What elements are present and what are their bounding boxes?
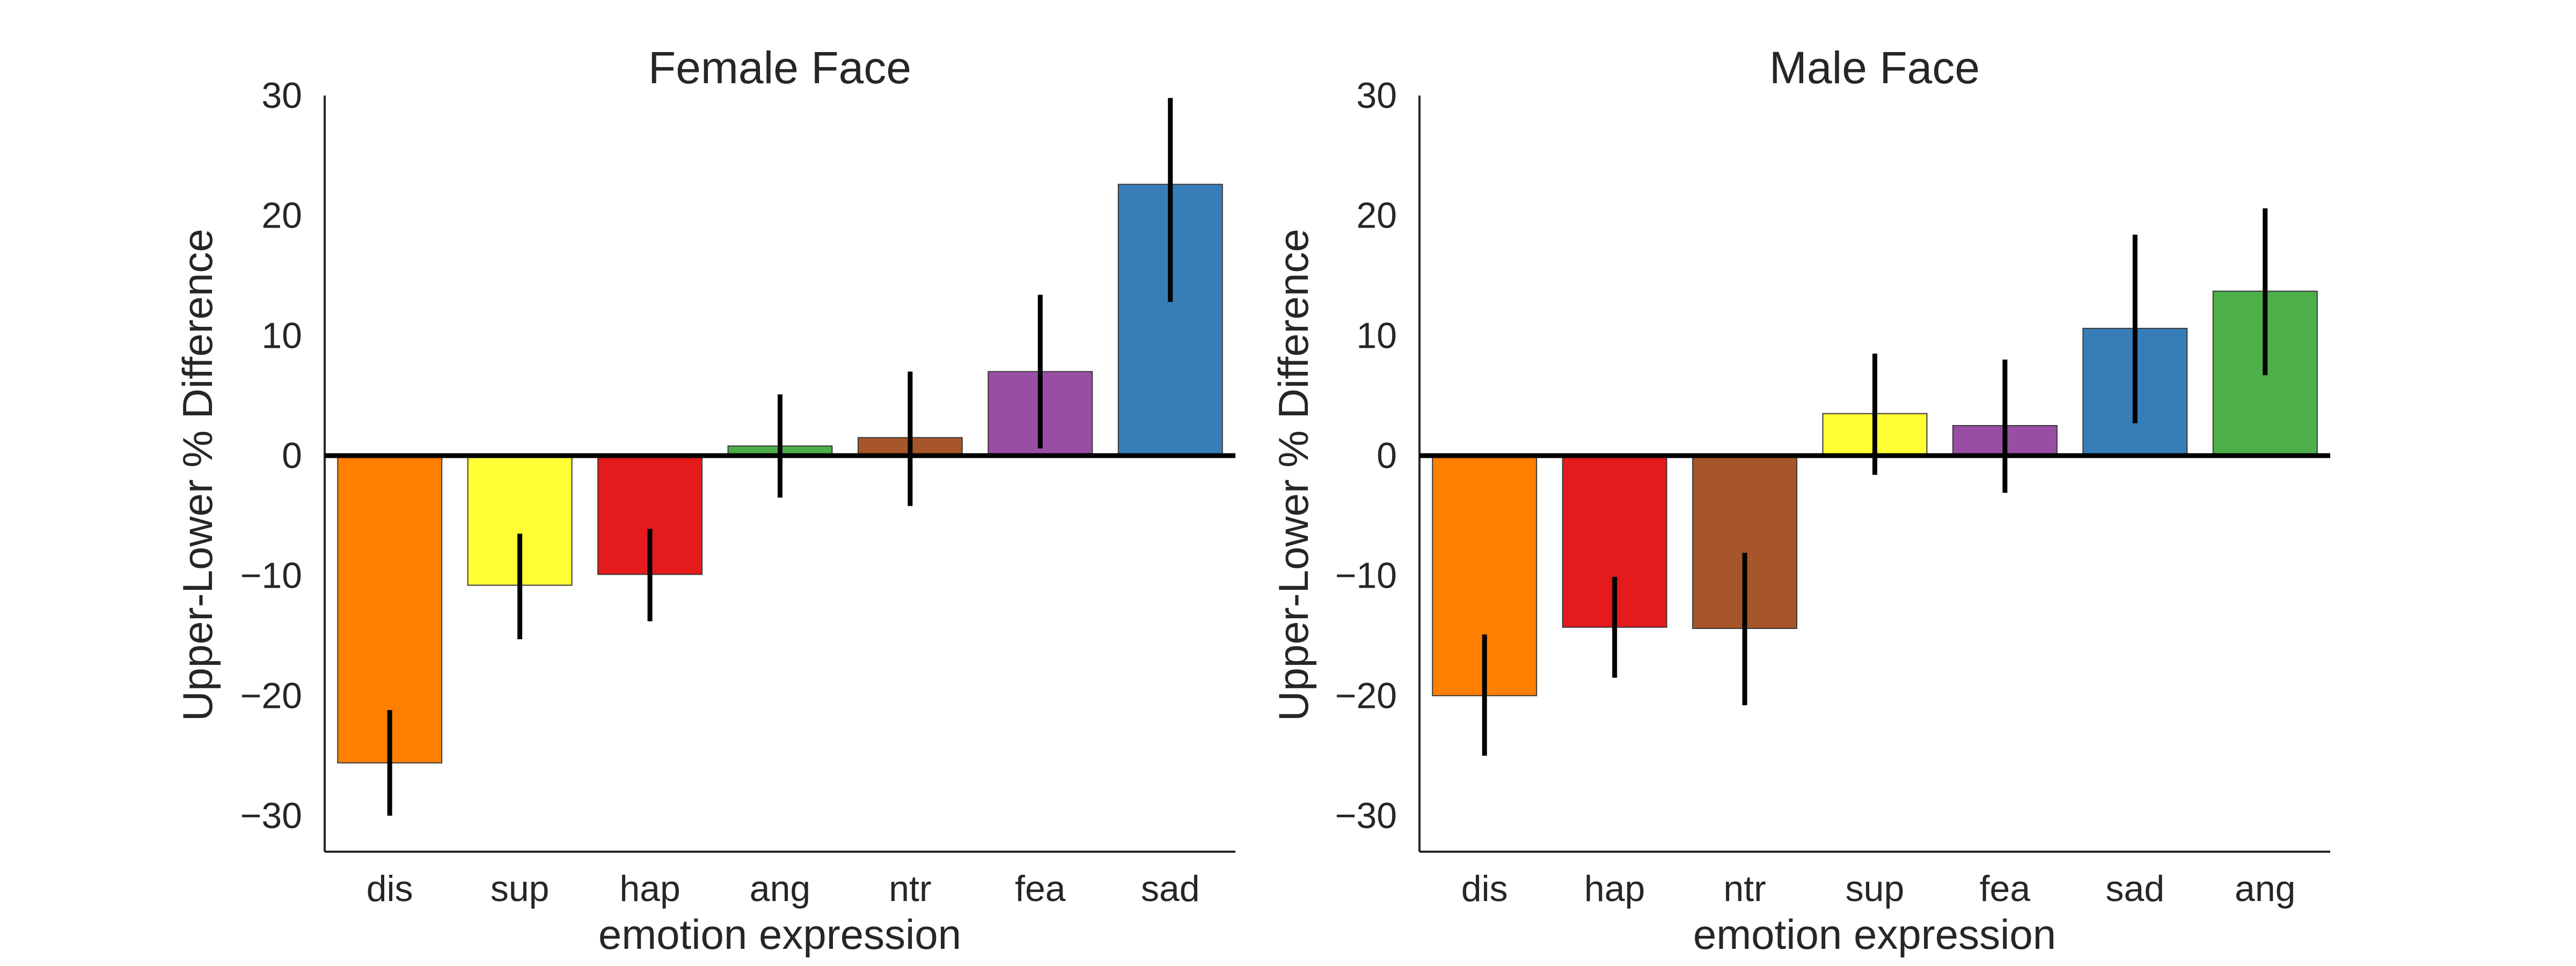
x-tick-label: dis: [1461, 868, 1508, 909]
y-tick-label: −20: [240, 675, 302, 716]
y-tick-label: −10: [1335, 555, 1397, 596]
x-axis-label: emotion expression: [1693, 911, 2056, 958]
chart-title: Female Face: [648, 42, 911, 93]
x-tick-label: dis: [367, 868, 413, 909]
y-tick-label: 20: [261, 195, 302, 236]
x-tick-label: sad: [2106, 868, 2165, 909]
x-tick-label: ntr: [889, 868, 931, 909]
chart-female-face: Female Face emotion expression Upper-Low…: [174, 42, 1235, 958]
x-tick-label: hap: [1584, 868, 1645, 909]
y-tick-label: 10: [1356, 315, 1397, 356]
x-axis-label: emotion expression: [598, 911, 961, 958]
y-tick-label: 30: [1356, 75, 1397, 116]
y-tick-label: −30: [240, 795, 302, 836]
x-tick-label: ang: [750, 868, 810, 909]
x-tick-label: sad: [1141, 868, 1200, 909]
y-axis-label: Upper-Lower % Difference: [174, 229, 221, 721]
x-tick-label: fea: [1980, 868, 2031, 909]
y-axis-label: Upper-Lower % Difference: [1270, 229, 1317, 721]
x-tick-label: sup: [491, 868, 550, 909]
chart-male-face: Male Face emotion expression Upper-Lower…: [1270, 42, 2330, 958]
y-tick-label: 0: [282, 435, 302, 476]
chart-title: Male Face: [1769, 42, 1980, 93]
x-tick-label: ang: [2235, 868, 2295, 909]
y-tick-label: 20: [1356, 195, 1397, 236]
x-tick-label: hap: [619, 868, 680, 909]
x-tick-label: fea: [1015, 868, 1066, 909]
y-tick-label: 30: [261, 75, 302, 116]
y-tick-label: −10: [240, 555, 302, 596]
y-tick-label: 10: [261, 315, 302, 356]
y-tick-label: −30: [1335, 795, 1397, 836]
x-tick-label: ntr: [1723, 868, 1766, 909]
y-tick-label: 0: [1377, 435, 1397, 476]
y-tick-label: −20: [1335, 675, 1397, 716]
x-tick-label: sup: [1846, 868, 1905, 909]
